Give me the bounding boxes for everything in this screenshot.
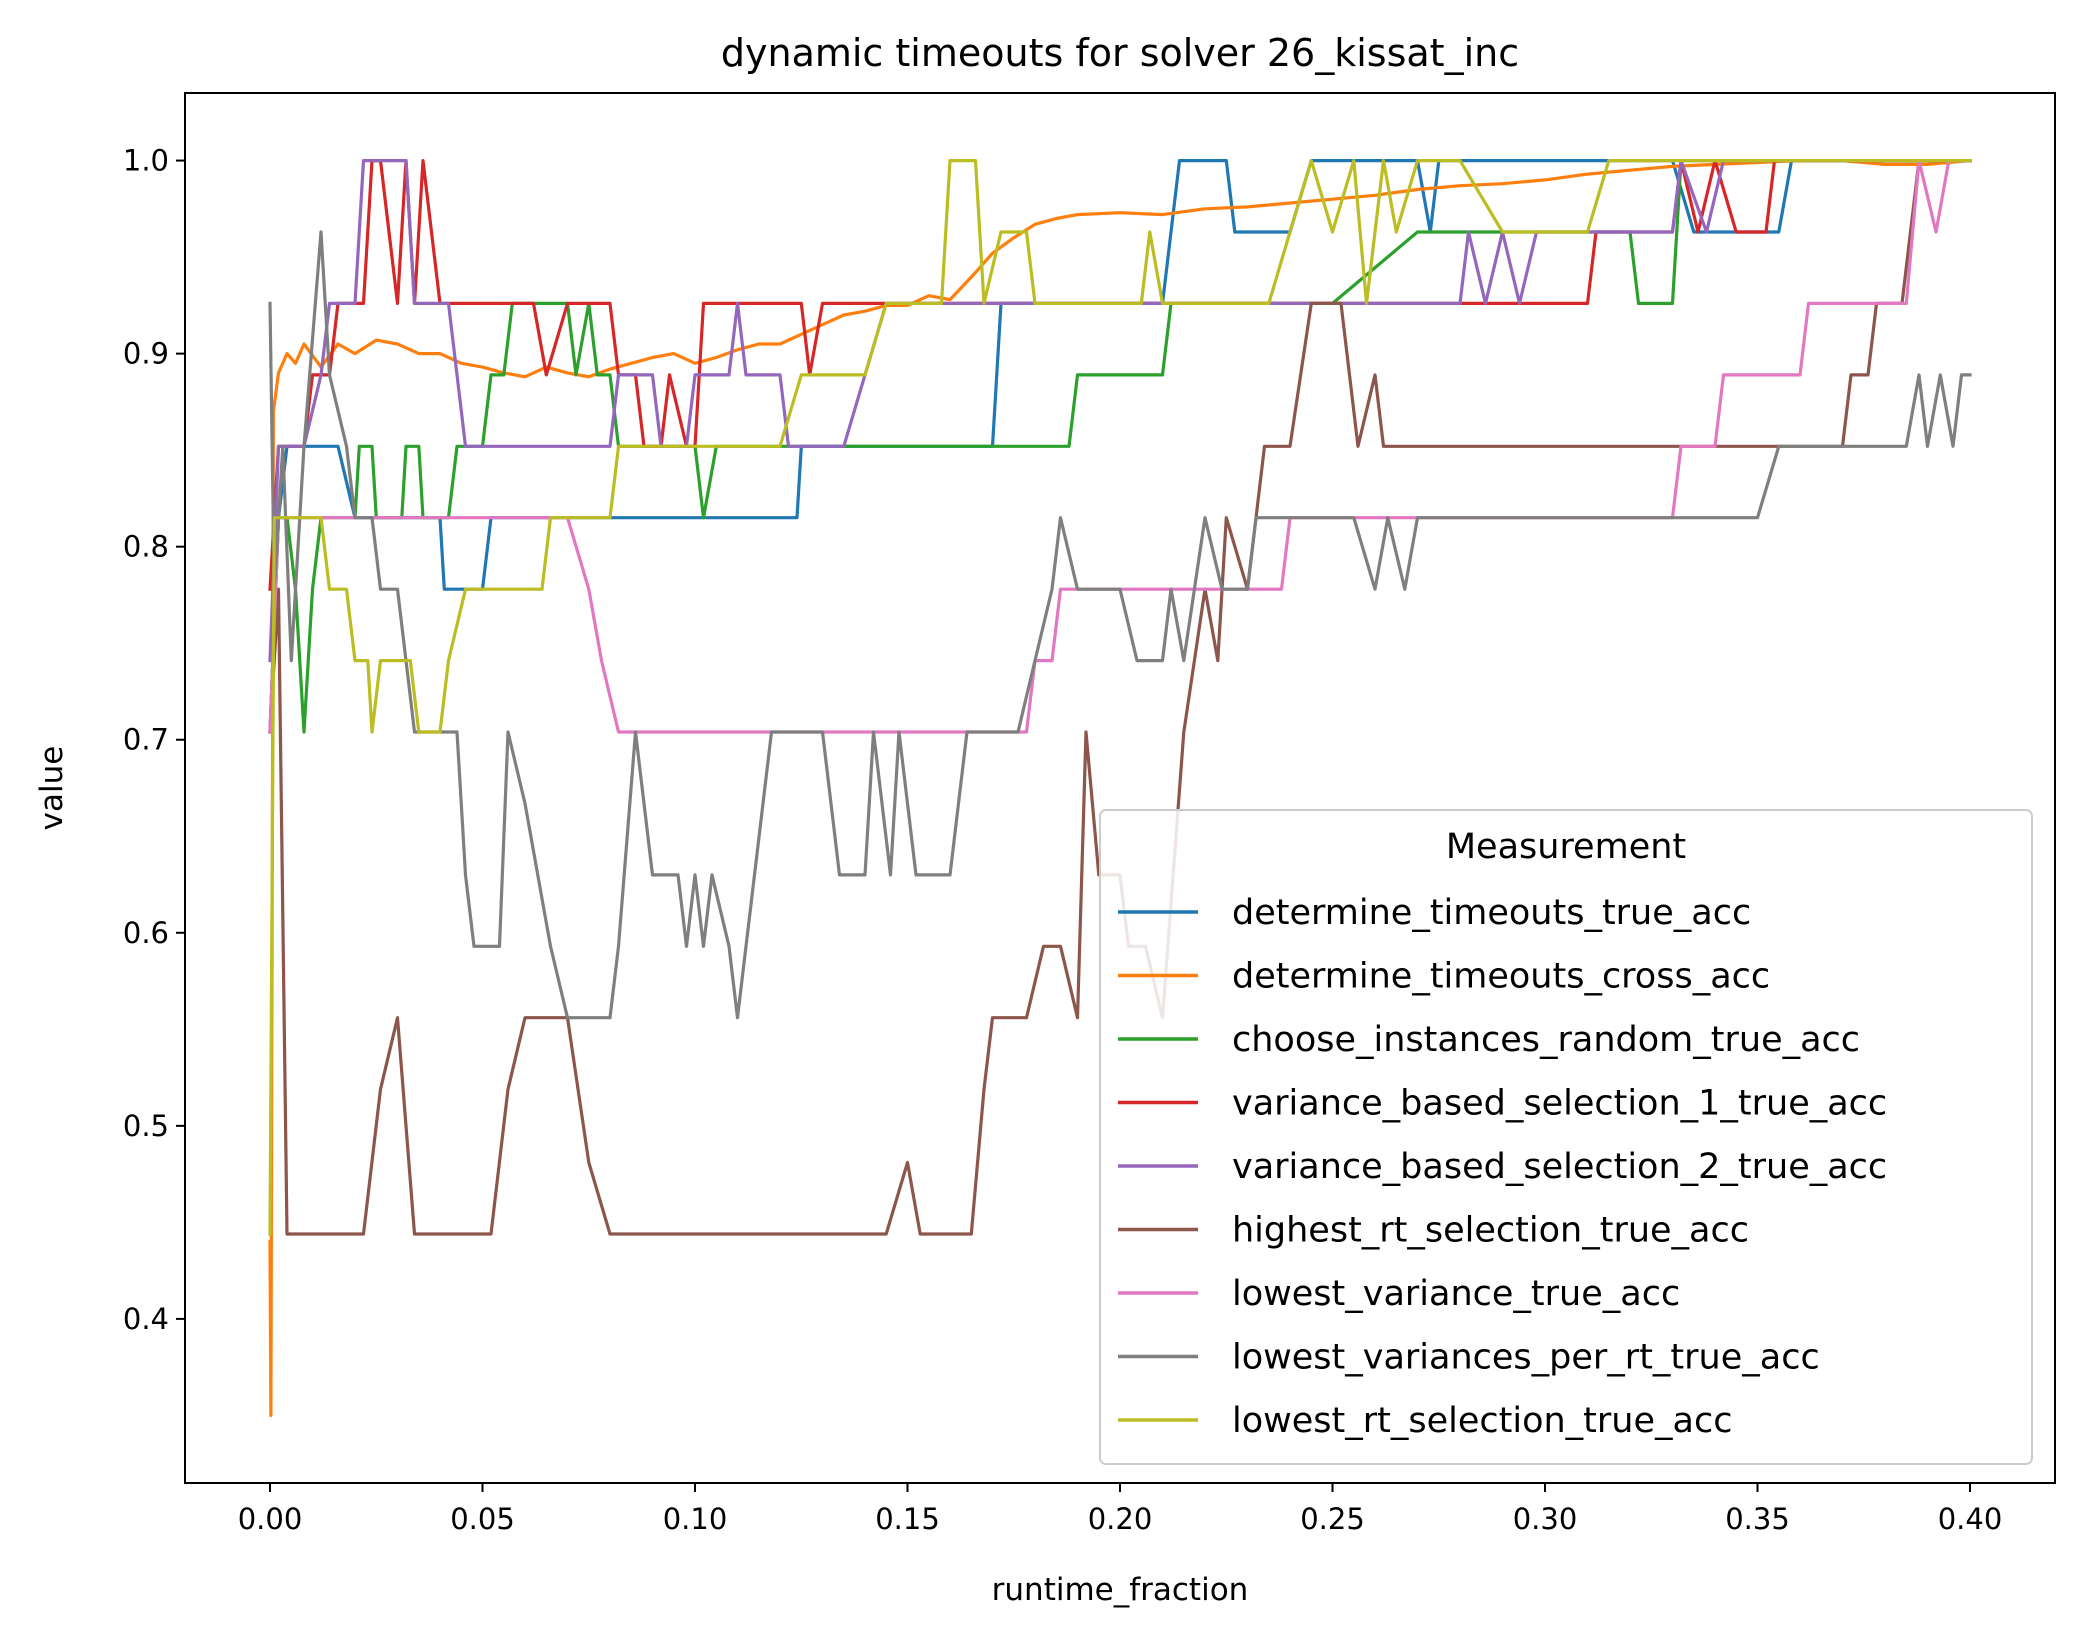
x-axis-label: runtime_fraction	[992, 1572, 1249, 1608]
y-tick-label: 0.7	[123, 723, 169, 757]
legend-entries: determine_timeouts_true_acc determine_tim…	[1118, 893, 1887, 1441]
x-tick-label: 0.35	[1725, 1502, 1790, 1536]
axis-ticks: 0.00 0.05 0.10 0.15 0.20 0.25 0.30 0.35 0.40 0.4 0…	[123, 144, 2002, 1536]
x-tick-label: 0.30	[1513, 1502, 1578, 1536]
legend-entry-label: highest_rt_selection_true_acc	[1232, 1211, 1749, 1251]
legend-entry-label: determine_timeouts_cross_acc	[1232, 957, 1770, 997]
series-line-choose-instances-random-true-acc	[268, 159, 1972, 734]
legend-entry-label: choose_instances_random_true_acc	[1232, 1020, 1860, 1060]
legend: Measurement determine_timeouts_true_accd…	[1099, 809, 2033, 1465]
legend-entry-label: variance_based_selection_2_true_acc	[1232, 1147, 1887, 1187]
y-tick-label: 0.5	[123, 1109, 169, 1143]
x-tick-label: 0.10	[663, 1502, 728, 1536]
legend-entry-label: lowest_rt_selection_true_acc	[1232, 1401, 1732, 1441]
y-axis-label: value	[34, 746, 70, 831]
series-line-lowest-rt-selection-true-acc	[268, 159, 1972, 1236]
legend-entry-label: variance_based_selection_1_true_acc	[1232, 1084, 1887, 1124]
series-line-lowest-variance-true-acc	[268, 159, 1972, 734]
chart-title: dynamic timeouts for solver 26_kissat_in…	[721, 31, 1519, 75]
x-tick-label: 0.00	[238, 1502, 303, 1536]
legend-entry-label: lowest_variances_per_rt_true_acc	[1232, 1338, 1820, 1378]
y-tick-label: 0.8	[123, 530, 169, 564]
legend-box	[1099, 809, 2033, 1465]
x-tick-label: 0.20	[1088, 1502, 1153, 1536]
x-tick-label: 0.05	[450, 1502, 515, 1536]
y-tick-label: 0.6	[123, 916, 169, 950]
series-line-determine-timeouts-cross-acc	[268, 158, 1972, 1418]
x-tick-label: 0.15	[875, 1502, 940, 1536]
y-tick-label: 0.9	[123, 337, 169, 371]
x-tick-label: 0.40	[1938, 1502, 2003, 1536]
y-tick-label: 0.4	[123, 1302, 169, 1336]
plot-frame	[184, 92, 2056, 1484]
y-tick-label: 1.0	[123, 144, 169, 178]
series-line-lowest-variances-per-rt-true-acc	[268, 230, 1972, 1020]
x-tick-label: 0.25	[1300, 1502, 1365, 1536]
legend-title: Measurement	[1446, 827, 1686, 867]
legend-entry-label: lowest_variance_true_acc	[1232, 1274, 1680, 1314]
legend-entry-label: determine_timeouts_true_acc	[1232, 893, 1751, 933]
